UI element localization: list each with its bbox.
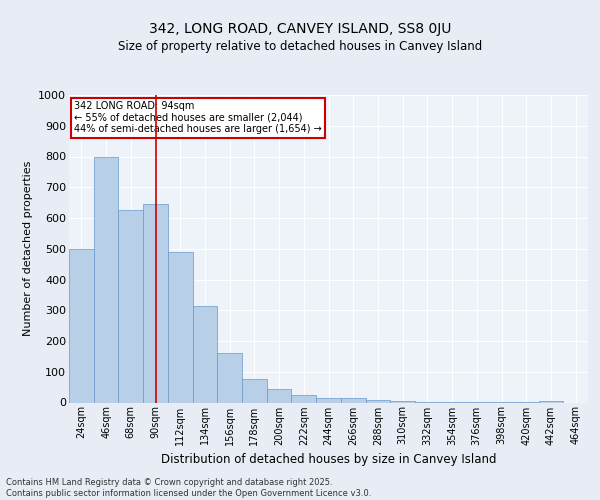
Bar xyxy=(168,252,193,402)
Bar xyxy=(365,400,390,402)
Text: 342, LONG ROAD, CANVEY ISLAND, SS8 0JU: 342, LONG ROAD, CANVEY ISLAND, SS8 0JU xyxy=(149,22,451,36)
Text: 342 LONG ROAD: 94sqm
← 55% of detached houses are smaller (2,044)
44% of semi-de: 342 LONG ROAD: 94sqm ← 55% of detached h… xyxy=(74,101,322,134)
X-axis label: Distribution of detached houses by size in Canvey Island: Distribution of detached houses by size … xyxy=(161,453,496,466)
Bar xyxy=(143,204,168,402)
Bar xyxy=(341,398,365,402)
Bar xyxy=(292,395,316,402)
Bar xyxy=(267,388,292,402)
Bar xyxy=(94,156,118,402)
Bar xyxy=(390,401,415,402)
Bar xyxy=(242,380,267,402)
Text: Size of property relative to detached houses in Canvey Island: Size of property relative to detached ho… xyxy=(118,40,482,53)
Bar xyxy=(539,401,563,402)
Bar xyxy=(193,306,217,402)
Bar xyxy=(316,398,341,402)
Y-axis label: Number of detached properties: Number of detached properties xyxy=(23,161,32,336)
Text: Contains HM Land Registry data © Crown copyright and database right 2025.
Contai: Contains HM Land Registry data © Crown c… xyxy=(6,478,371,498)
Bar xyxy=(118,210,143,402)
Bar xyxy=(217,354,242,403)
Bar xyxy=(69,248,94,402)
